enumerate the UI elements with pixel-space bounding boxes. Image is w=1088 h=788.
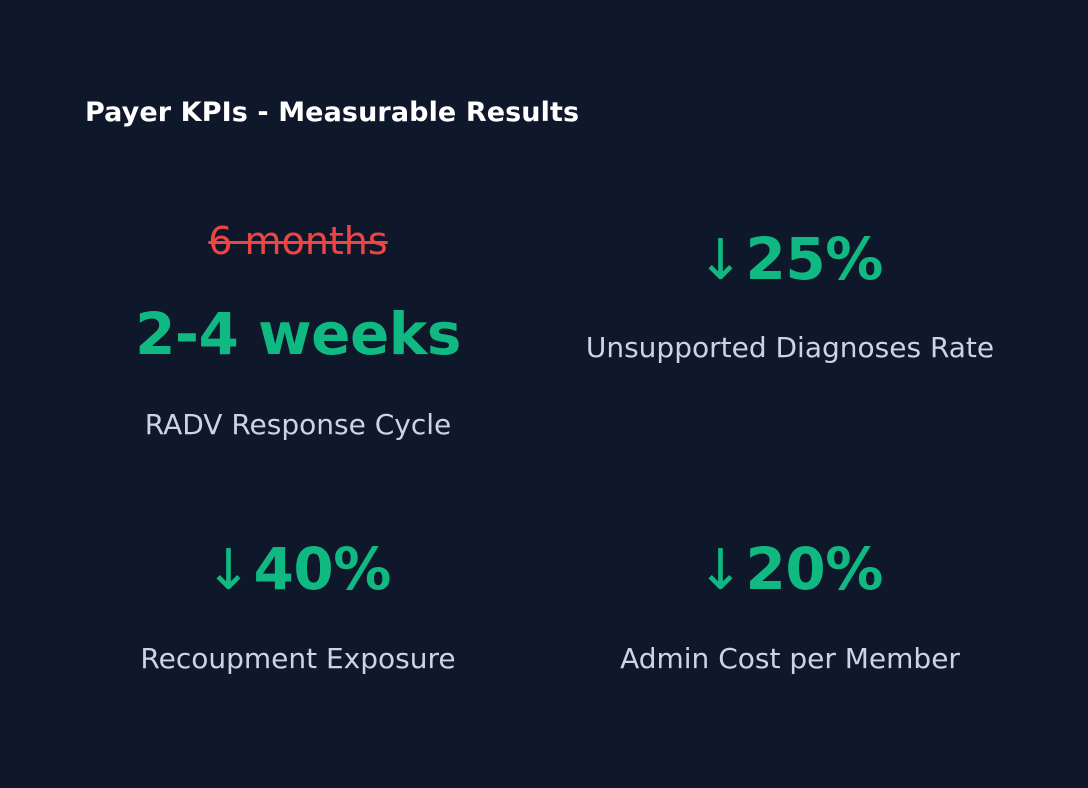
kpi-card-unsupported-diagnoses-rate: ↓25% Unsupported Diagnoses Rate <box>570 0 1010 788</box>
kpi-value: 25% <box>745 225 884 293</box>
arrow-down-icon: ↓ <box>697 228 744 293</box>
page-title: Payer KPIs - Measurable Results <box>85 97 580 128</box>
kpi-card-radv-response-cycle: 6 months 2-4 weeks RADV Response Cycle <box>78 0 518 788</box>
kpi-label: RADV Response Cycle <box>144 408 452 441</box>
kpi-label: Admin Cost per Member <box>620 642 960 675</box>
kpi-card-admin-cost-per-member: ↓20% Admin Cost per Member <box>570 0 1010 788</box>
kpi-value: 20% <box>745 535 884 603</box>
kpi-previous-value: 6 months <box>208 219 388 263</box>
kpi-value-row: ↓25% <box>570 225 1010 293</box>
kpi-card-recoupment-exposure: ↓40% Recoupment Exposure <box>78 0 518 788</box>
kpi-value: 40% <box>253 535 392 603</box>
kpi-value: 2-4 weeks <box>135 300 461 368</box>
kpi-label: Unsupported Diagnoses Rate <box>585 331 995 364</box>
arrow-down-icon: ↓ <box>205 538 252 603</box>
arrow-down-icon: ↓ <box>697 538 744 603</box>
kpi-value-row: ↓40% <box>78 535 518 603</box>
kpi-label: Recoupment Exposure <box>140 642 456 675</box>
kpi-value-row: ↓20% <box>570 535 1010 603</box>
